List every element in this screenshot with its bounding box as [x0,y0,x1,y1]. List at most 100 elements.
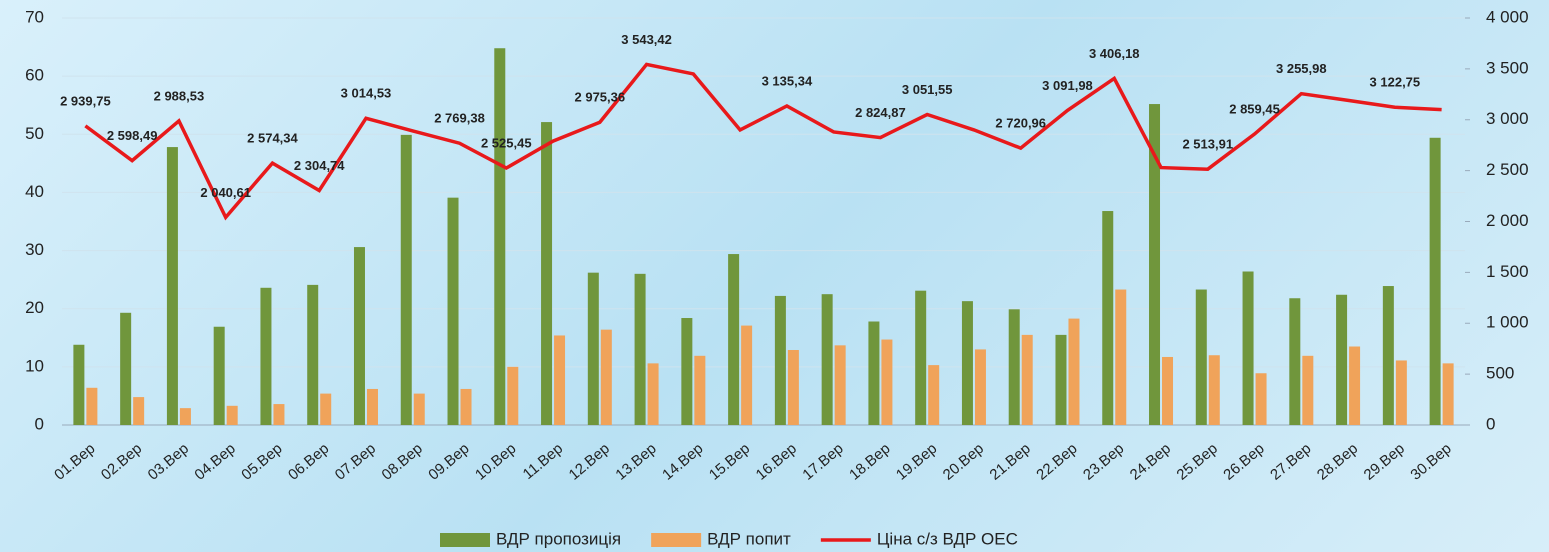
data-label: 2 859,45 [1229,101,1280,116]
x-tick-label: 17.Вер [799,440,846,484]
bar [1208,355,1220,425]
x-tick-label: 01.Вер [51,440,98,484]
bar [86,387,98,425]
x-tick-label: 03.Вер [145,440,192,484]
y2-tick-label: 2 500 [1486,160,1529,179]
bar [728,254,740,425]
bar [366,388,378,425]
y2-tick-label: 2 000 [1486,211,1529,230]
bar [413,393,425,425]
bar [834,345,846,425]
bar [307,284,319,425]
bar [1382,286,1394,425]
x-tick-label: 06.Вер [285,440,332,484]
legend-swatch [651,533,702,547]
bar [1336,294,1348,425]
bar [120,312,132,425]
bar [681,318,693,425]
data-label: 3 255,98 [1276,61,1327,76]
x-tick-label: 08.Вер [379,440,426,484]
bar [1102,211,1114,425]
x-tick-label: 07.Вер [332,440,379,484]
bar [787,349,799,425]
y2-tick-label: 0 [1486,414,1495,433]
x-tick-label: 25.Вер [1174,440,1221,484]
bar [1055,334,1067,425]
bar [133,397,145,425]
x-tick-label: 11.Вер [520,440,567,483]
data-label: 2 304,74 [294,158,345,173]
x-tick-label: 15.Вер [706,440,753,484]
y-tick-label: 30 [25,240,44,259]
bar [1068,318,1080,425]
bar [273,404,285,425]
bar [1255,373,1267,425]
y2-tick-label: 3 000 [1486,109,1529,128]
x-tick-label: 02.Вер [98,440,145,484]
data-label: 2 769,38 [434,111,485,126]
bar [494,48,506,426]
x-tick-label: 30.Вер [1407,440,1454,484]
bar [1021,334,1033,425]
bar [961,301,973,425]
bar [868,321,880,425]
data-label: 2 513,91 [1182,137,1233,152]
x-tick-label: 04.Вер [191,440,238,484]
data-label: 3 014,53 [341,86,392,101]
bar [1429,137,1441,425]
legend-label: ВДР попит [707,529,791,548]
bar [400,134,412,426]
x-tick-label: 21.Вер [986,440,1033,484]
bar [694,355,706,425]
x-tick-label: 19.Вер [893,440,940,484]
data-label: 2 824,87 [855,105,906,120]
bar [226,405,238,425]
x-tick-label: 20.Вер [940,440,987,484]
x-tick-label: 24.Вер [1127,440,1174,484]
data-label: 3 051,55 [902,82,953,97]
legend-label: Ціна с/з ВДР ОЕС [877,529,1018,548]
data-label: 2 598,49 [107,128,158,143]
bar [260,287,272,425]
x-tick-label: 10.Вер [472,440,519,484]
bar [1242,271,1254,425]
data-label: 2 525,45 [481,135,532,150]
x-tick-label: 26.Вер [1220,440,1267,484]
bar [741,325,753,425]
y-tick-label: 10 [25,356,44,375]
y-tick-label: 50 [25,124,44,143]
bar [974,349,986,425]
x-tick-label: 29.Вер [1361,440,1408,484]
x-tick-label: 18.Вер [846,440,893,484]
bar [1302,355,1314,425]
bar [1162,356,1174,425]
bar [587,272,599,425]
x-tick-label: 22.Вер [1033,440,1080,484]
data-label: 3 091,98 [1042,78,1093,93]
data-label: 2 574,34 [247,130,298,145]
data-label: 3 543,42 [621,32,672,47]
x-tick-label: 09.Вер [425,440,472,484]
bar [1195,289,1207,425]
y-tick-label: 0 [35,414,44,433]
y2-tick-label: 500 [1486,364,1514,383]
bar [1008,309,1020,425]
y-tick-label: 20 [25,298,44,317]
bar [213,326,225,425]
bar [353,247,365,425]
data-label: 2 975,36 [575,90,626,105]
y-tick-label: 60 [25,66,44,85]
bar [179,408,191,425]
x-tick-label: 14.Вер [659,440,706,484]
bar [1395,360,1407,425]
bar [541,122,553,425]
bar [320,393,332,425]
data-label: 2 720,96 [995,116,1046,131]
bar [600,329,612,425]
bar [460,388,472,425]
x-tick-label: 05.Вер [238,440,285,484]
bar [1115,289,1127,425]
bar [73,344,85,425]
bar [647,363,659,425]
